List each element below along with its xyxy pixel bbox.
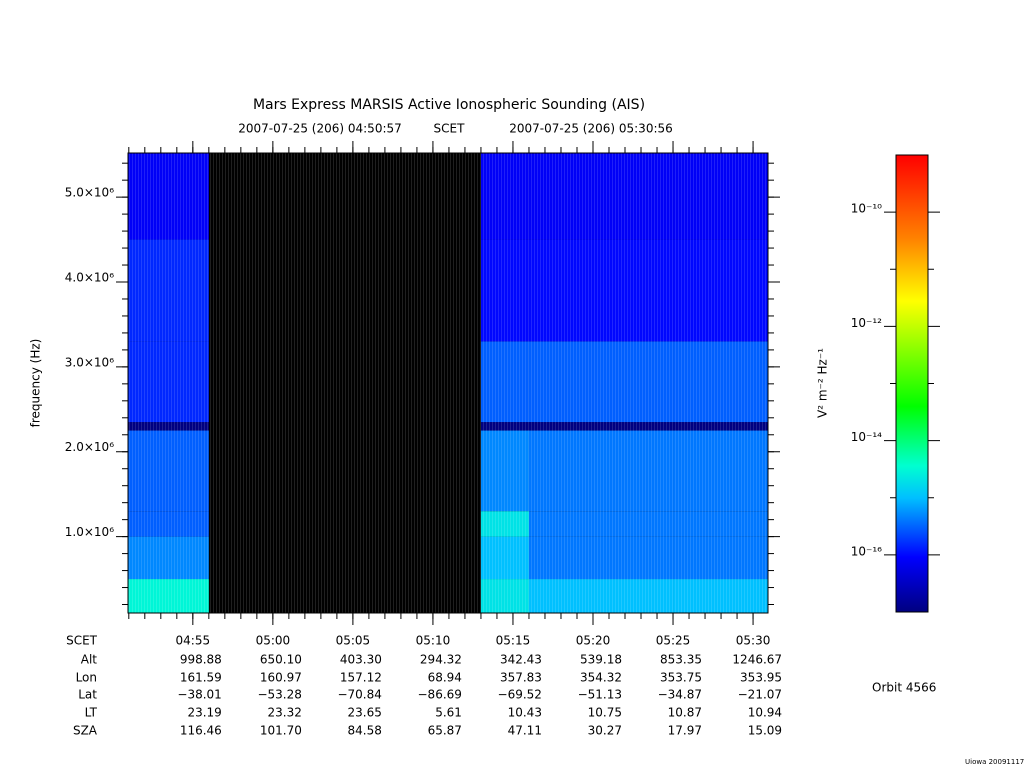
ephemeris-value: 84.58 [348,724,382,738]
ephemeris-value: 68.94 [428,671,462,685]
ephemeris-value: 10.43 [508,706,542,720]
subtitle-end: 2007-07-25 (206) 05:30:56 [509,122,673,136]
ephemeris-time-label: SCET [66,634,98,648]
ephemeris-value: −69.52 [498,688,542,702]
credit: Uiowa 20091117 [965,758,1024,766]
y-tick-label: 2.0×10⁶ [65,440,114,454]
y-tick-label: 1.0×10⁶ [65,525,114,539]
colorbar-tick-label: 10⁻¹² [851,316,882,330]
ephemeris-value: 403.30 [340,653,382,667]
ephemeris-value: 23.65 [348,706,382,720]
ephemeris-value: 15.09 [748,724,782,738]
colorbar [895,154,929,613]
colorbar-tick-label: 10⁻¹⁶ [851,544,882,558]
ephemeris-value: 157.12 [340,671,382,685]
ephemeris-value: 23.19 [187,706,221,720]
x-tick-label: 05:30 [736,634,771,648]
ephemeris-value: −21.07 [738,688,782,702]
y-tick-label: 5.0×10⁶ [65,186,114,200]
ephemeris-value: 23.32 [268,706,302,720]
x-tick-label: 04:55 [176,634,211,648]
ephemeris-value: 650.10 [260,653,302,667]
ephemeris-value: 10.94 [748,706,782,720]
y-axis-label: frequency (Hz) [29,339,43,428]
ephemeris-row-label: Alt [81,653,98,667]
subtitle-reference: SCET [434,122,466,136]
colorbar-tick-label: 10⁻¹⁰ [851,202,882,216]
ephemeris-value: −34.87 [658,688,702,702]
y-tick-label: 3.0×10⁶ [65,355,114,369]
ephemeris-value: 853.35 [660,653,702,667]
ephemeris-value: 1246.67 [732,653,782,667]
texture [128,153,768,613]
y-tick-label: 4.0×10⁶ [65,271,114,285]
ephemeris-value: 5.61 [435,706,462,720]
ephemeris-value: 65.87 [428,724,462,738]
ephemeris-value: 353.75 [660,671,702,685]
ephemeris-value: 47.11 [508,724,542,738]
ephemeris-value: 353.95 [740,671,782,685]
ephemeris-value: 342.43 [500,653,542,667]
ephemeris-value: 17.97 [668,724,702,738]
x-tick-label: 05:15 [496,634,531,648]
ephemeris-value: 101.70 [260,724,302,738]
ephemeris-value: 357.83 [500,671,542,685]
x-tick-label: 05:05 [336,634,371,648]
x-tick-label: 05:20 [576,634,611,648]
ephemeris-value: −86.69 [418,688,462,702]
plot-frame [127,152,769,614]
ephemeris-value: −38.01 [177,688,221,702]
ephemeris-value: 30.27 [588,724,622,738]
ephemeris-value: 539.18 [580,653,622,667]
ephemeris-value: 10.75 [588,706,622,720]
x-tick-label: 05:25 [656,634,691,648]
ephemeris-value: 161.59 [180,671,222,685]
ephemeris-value: −51.13 [578,688,622,702]
colorbar-label: V² m⁻² Hz⁻¹ [816,348,830,418]
ephemeris-value: 160.97 [260,671,302,685]
ephemeris-row-label: SZA [73,724,98,738]
ephemeris-value: 10.87 [668,706,702,720]
ephemeris-row-label: Lat [78,688,97,702]
ephemeris-value: 294.32 [420,653,462,667]
ephemeris-value: −70.84 [337,688,381,702]
ephemeris-value: −53.28 [257,688,301,702]
x-tick-label: 05:10 [416,634,451,648]
ephemeris-row-label: LT [85,706,98,720]
ephemeris-value: 354.32 [580,671,622,685]
ephemeris-value: 998.88 [180,653,222,667]
colorbar-tick-label: 10⁻¹⁴ [851,430,882,444]
ephemeris-value: 116.46 [180,724,222,738]
ephemeris-row-label: Lon [76,671,97,685]
chart-title: Mars Express MARSIS Active Ionospheric S… [253,97,645,113]
x-tick-label: 05:00 [256,634,291,648]
orbit-label: Orbit 4566 [872,681,936,695]
subtitle-start: 2007-07-25 (206) 04:50:57 [238,122,402,136]
